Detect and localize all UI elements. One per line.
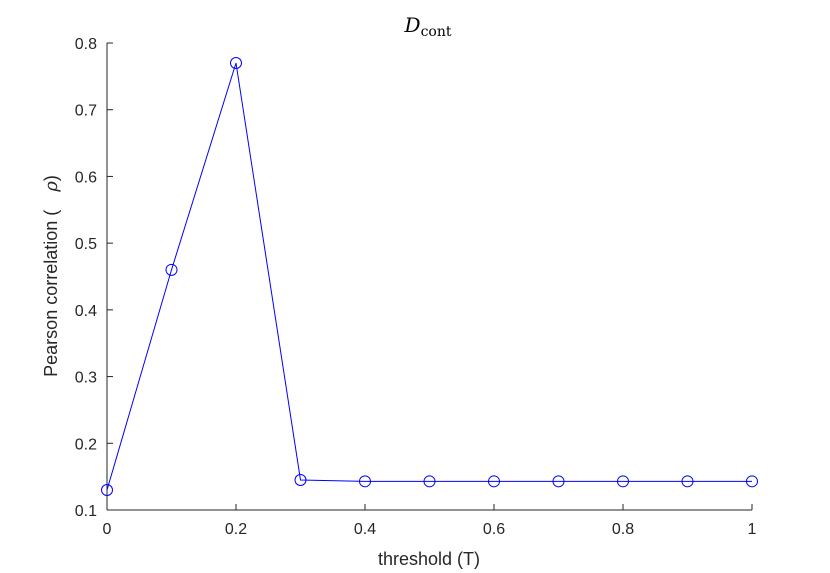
data-point [101,483,113,496]
data-point [294,473,307,486]
data-point [230,57,242,70]
y-tick-label: 0.5 [75,236,97,253]
y-axis-label: Pearson correlation ( ρ) [41,175,62,377]
y-axis-label-symbol: ρ [41,181,62,193]
series-group [101,57,758,496]
x-tick-label: 0.2 [225,521,247,538]
y-axis-label-text: Pearson correlation ( [41,210,61,377]
y-tick-label: 0.7 [75,103,97,120]
data-point [681,475,694,488]
chart-title-main: D [404,13,421,37]
y-tick-label: 0.8 [75,36,97,53]
x-axis-label: threshold (T) [378,549,480,569]
x-tick-label: 0 [103,521,112,538]
chart-title: Dcont [404,13,452,40]
data-point [423,475,436,488]
x-tick-label: 0.8 [612,521,634,538]
data-point [165,263,178,276]
chart-title-subscript: cont [421,24,452,40]
y-axis-label-close: ) [41,175,61,181]
x-axis-ticks: 0 0.2 0.4 0.6 0.8 1 [103,504,757,538]
y-tick-label: 0.3 [75,370,97,387]
x-tick-label: 0.4 [354,521,376,538]
data-point [552,475,565,488]
series-line [106,62,752,491]
y-axis-ticks: 0.1 0.2 0.3 0.4 0.5 0.6 0.7 0.8 [75,36,113,520]
x-tick-label: 1 [748,521,757,538]
data-point [359,475,371,488]
data-point [617,475,629,488]
axes [106,43,752,511]
y-tick-label: 0.1 [75,503,97,520]
y-tick-label: 0.6 [75,169,97,186]
y-tick-label: 0.2 [75,436,97,453]
y-tick-label: 0.4 [75,303,97,320]
x-tick-label: 0.6 [483,521,505,538]
data-point [488,475,500,488]
data-point [746,475,758,488]
